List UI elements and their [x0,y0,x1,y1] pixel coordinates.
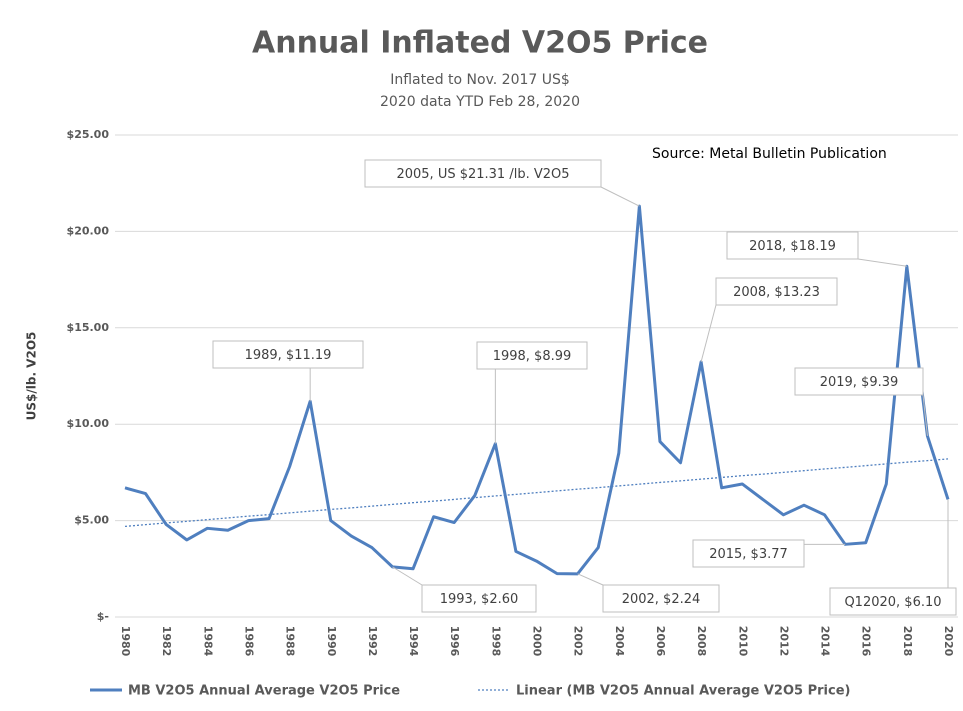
x-tick-label: 2004 [613,626,626,657]
x-tick-label: 2014 [819,626,832,657]
y-tick-label: $15.00 [67,321,110,334]
y-tick-label: $- [97,610,109,623]
legend-label: MB V2O5 Annual Average V2O5 Price [128,684,400,699]
legend-label: Linear (MB V2O5 Annual Average V2O5 Pric… [516,684,850,699]
callout-line [857,258,907,267]
callout-box [829,587,957,616]
callout-line [922,394,928,437]
annotation: 1998, $8.99 [493,349,572,364]
callout-box [476,341,588,370]
x-tick-label: 1990 [325,626,338,657]
y-tick-label: $20.00 [67,224,110,237]
annotation: 2008, $13.23 [733,285,820,300]
annotation: 2018, $18.19 [749,239,836,254]
x-tick-label: 1986 [242,626,255,657]
callout-box [602,584,720,613]
callout-line [577,573,604,586]
x-tick-label: 2010 [736,626,749,657]
chart-title: Annual Inflated V2O5 Price [252,26,708,61]
source-note: Source: Metal Bulletin Publication [652,146,887,162]
y-axis-label: US$/lb. V2O5 [25,332,39,421]
x-tick-label: 2018 [901,626,914,657]
x-tick-label: 1988 [284,626,297,657]
x-tick-label: 2012 [777,626,790,657]
x-tick-label: 2020 [942,626,955,657]
x-tick-label: 1984 [201,626,214,657]
annotation: 1989, $11.19 [245,348,332,363]
x-tick-label: 2000 [531,626,544,657]
trend-line [124,458,949,528]
callout-box [692,539,805,568]
subtitle: Inflated to Nov. 2017 US$ [390,72,570,88]
callout-line [600,186,640,207]
callout-box [726,231,859,260]
callout-line [392,566,423,586]
y-tick-label: $5.00 [74,514,109,527]
callout-box [794,367,924,396]
y-tick-label: $10.00 [67,417,110,430]
annotation: 2015, $3.77 [709,547,788,562]
x-tick-label: 1980 [119,626,132,657]
x-tick-label: 1992 [366,626,379,657]
callout-box [421,584,537,613]
callout-box [212,340,364,369]
x-tick-label: 2006 [654,626,667,657]
annotation: 2002, $2.24 [622,592,701,607]
x-tick-label: 1982 [160,626,173,657]
x-tick-label: 1998 [489,626,502,657]
callout-line [700,304,717,363]
subtitle: 2020 data YTD Feb 28, 2020 [380,94,580,110]
x-tick-label: 2008 [695,626,708,657]
data-line [124,204,950,576]
x-tick-label: 1996 [448,626,461,657]
y-tick-label: $25.00 [67,128,110,141]
annotation: Q12020, $6.10 [844,595,941,610]
x-tick-label: 1994 [407,626,420,657]
annotation: 1993, $2.60 [440,592,519,607]
callout-box [364,159,602,188]
x-tick-label: 2016 [860,626,873,657]
callout-box [715,277,838,306]
annotation: 2005, US $21.31 /lb. V2O5 [396,167,569,182]
x-tick-label: 2002 [572,626,585,657]
annotation: 2019, $9.39 [820,375,899,390]
